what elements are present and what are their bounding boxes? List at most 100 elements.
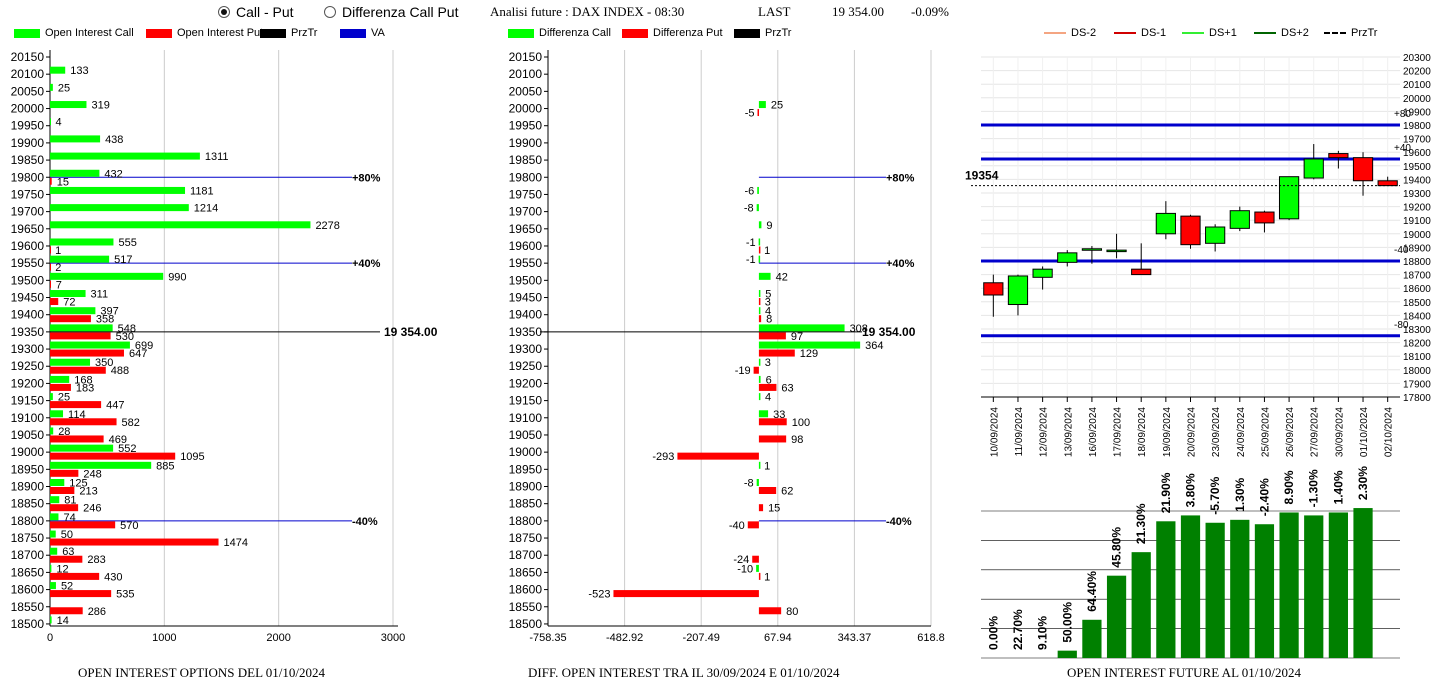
candle-up <box>1032 268 1053 278</box>
value-label: 1 <box>764 245 770 257</box>
diff-put-bar <box>758 332 786 340</box>
legend-label: Open Interest Call <box>45 27 134 39</box>
legend-label: DS+2 <box>1281 27 1309 39</box>
oi-bar <box>1082 619 1102 658</box>
put-bar <box>50 280 51 288</box>
legend-item: DS+2 <box>1254 27 1309 39</box>
candle-down <box>1328 153 1349 159</box>
y-tick-label: 18100 <box>1403 352 1431 363</box>
legend-label: PrzTr <box>291 27 318 39</box>
value-label: 570 <box>120 520 138 532</box>
strike-label: 20050 <box>11 84 45 98</box>
x-tick-label: 24/09/2024 <box>1236 407 1247 457</box>
x-tick-label: 25/09/2024 <box>1260 407 1271 457</box>
diff-call-bar <box>758 393 761 401</box>
y-tick-label: 18500 <box>1403 298 1431 309</box>
value-label: 8 <box>766 314 772 326</box>
radio-unselected-icon[interactable] <box>324 6 336 18</box>
call-bar <box>50 255 110 263</box>
level-label: +40 <box>1394 143 1411 154</box>
diff-call-bar <box>758 255 761 263</box>
strike-label: 20100 <box>11 67 45 81</box>
legend-item: PrzTr <box>1324 27 1377 39</box>
value-label: 4 <box>765 306 771 318</box>
value-label: 1311 <box>205 151 229 163</box>
x-tick-label: -207.49 <box>683 632 720 644</box>
x-tick-label: 01/10/2024 <box>1359 407 1370 457</box>
value-label: 469 <box>109 434 127 446</box>
call-bar <box>50 152 200 160</box>
x-tick-label: -758.35 <box>529 632 566 644</box>
y-tick-label: 19200 <box>1403 203 1431 214</box>
value-label: 183 <box>76 382 94 394</box>
put-bar <box>50 572 100 580</box>
call-bar <box>50 461 152 469</box>
legend-label: VA <box>371 27 385 39</box>
strike-label: 20050 <box>509 84 543 98</box>
diff-call-bar <box>758 358 761 366</box>
legend-item: DS-1 <box>1114 27 1166 39</box>
value-label: -1 <box>746 237 756 249</box>
strike-label: 19750 <box>11 187 45 201</box>
diff-put-bar <box>757 109 760 117</box>
strike-label: 19850 <box>509 153 543 167</box>
legend-label: Differenza Call <box>539 27 611 39</box>
oi-pct-label: 45.80% <box>1110 527 1124 568</box>
x-tick-label: 18/09/2024 <box>1137 407 1148 457</box>
value-label: 283 <box>87 554 105 566</box>
value-label: 447 <box>106 400 124 412</box>
diff-call-bar <box>758 272 771 280</box>
legend-line <box>1324 32 1346 34</box>
diff-call-bar <box>758 324 845 332</box>
oi-bar <box>1057 650 1077 658</box>
value-label: 990 <box>168 271 186 283</box>
put-bar <box>50 315 91 323</box>
diff-put-bar <box>752 555 759 563</box>
value-label: 517 <box>114 254 132 266</box>
legend-item: Differenza Put <box>622 27 723 39</box>
strike-label: 19650 <box>509 222 543 236</box>
radio-diff[interactable]: Differenza Call Put <box>324 4 458 20</box>
value-label: -523 <box>588 589 610 601</box>
value-label: 7 <box>56 279 62 291</box>
strike-label: 20000 <box>11 102 45 116</box>
y-tick-label: 19900 <box>1403 107 1431 118</box>
oi-pct-label: 2.30% <box>1356 466 1370 500</box>
value-label: 2278 <box>315 220 339 232</box>
value-label: 12 <box>56 563 68 575</box>
value-label: 286 <box>88 606 106 618</box>
candle-down <box>1131 268 1152 276</box>
x-tick-label: 23/09/2024 <box>1211 407 1222 457</box>
oi-pct-label: -5.70% <box>1208 476 1222 514</box>
candle-down <box>1352 157 1374 182</box>
legend-swatch <box>734 28 760 38</box>
strike-label: 19450 <box>509 291 543 305</box>
put-bar <box>50 590 112 598</box>
strike-label: 19950 <box>11 119 45 133</box>
x-tick-label: 10/09/2024 <box>989 407 1000 457</box>
legend-item: PrzTr <box>260 27 317 39</box>
x-tick-label: 2000 <box>266 632 290 644</box>
oi-pct-label: 9.10% <box>1036 616 1050 650</box>
value-label: 1214 <box>194 203 218 215</box>
x-tick-label: 343.37 <box>838 632 872 644</box>
value-label: -1 <box>746 254 756 266</box>
value-label: 699 <box>135 340 153 352</box>
strike-label: 18500 <box>11 617 45 631</box>
x-tick-label: 13/09/2024 <box>1063 407 1074 457</box>
diff-call-bar <box>756 564 759 572</box>
y-tick-label: 18200 <box>1403 339 1431 350</box>
put-bar <box>50 349 124 357</box>
call-bar <box>50 375 70 383</box>
diff-put-bar <box>758 246 761 254</box>
radio-call-put[interactable]: Call - Put <box>218 4 294 20</box>
footer-panel-2: DIFF. OPEN INTEREST TRA IL 30/09/2024 E … <box>528 665 840 680</box>
value-label: 63 <box>781 382 793 394</box>
value-label: 80 <box>786 606 798 618</box>
oi-pct-label: 50.00% <box>1060 602 1074 643</box>
x-tick-label: 12/09/2024 <box>1039 407 1050 457</box>
radio-selected-icon[interactable] <box>218 6 230 18</box>
diff-call-bar <box>756 204 759 212</box>
strike-label: 18950 <box>11 462 45 476</box>
value-label: 350 <box>95 357 113 369</box>
